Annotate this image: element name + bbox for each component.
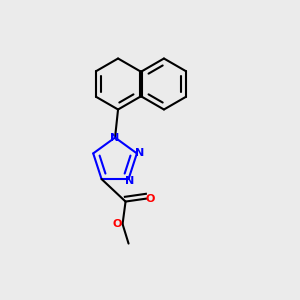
Text: N: N [135, 148, 145, 158]
Text: O: O [112, 219, 122, 229]
Text: N: N [110, 133, 120, 142]
Text: O: O [146, 194, 155, 204]
Text: N: N [125, 176, 135, 186]
